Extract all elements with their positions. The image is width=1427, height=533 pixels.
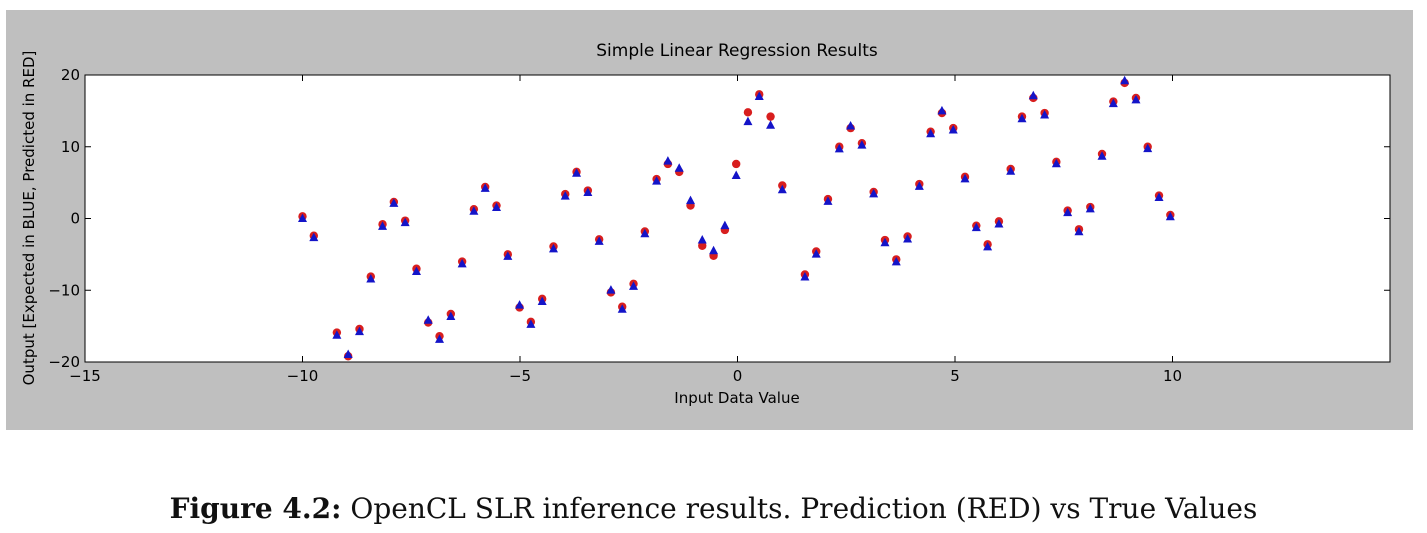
point: [480, 183, 490, 192]
point: [617, 304, 627, 313]
point: [652, 176, 662, 185]
x-tick-label: −10: [287, 367, 319, 385]
point: [663, 156, 673, 165]
point: [1131, 94, 1141, 104]
point: [446, 311, 456, 321]
point: [343, 349, 353, 358]
point: [994, 218, 1004, 228]
point: [366, 273, 376, 283]
point: [469, 206, 479, 215]
point: [869, 188, 879, 198]
point: [880, 237, 890, 247]
caption-text: OpenCL SLR inference results. Prediction…: [341, 492, 1258, 525]
point: [537, 296, 547, 305]
point: [743, 108, 753, 117]
point: [1074, 226, 1084, 236]
point: [891, 256, 901, 266]
point: [846, 120, 856, 130]
x-tick-label: −15: [69, 367, 101, 385]
point: [515, 300, 525, 309]
point: [857, 140, 867, 149]
point: [332, 330, 342, 339]
point: [800, 271, 810, 281]
point: [1006, 166, 1016, 175]
point: [823, 196, 833, 205]
y-tick-label: 0: [70, 210, 80, 228]
point: [674, 163, 684, 172]
point: [731, 170, 741, 179]
chart-title: Simple Linear Regression Results: [596, 41, 878, 61]
x-axis-label: Input Data Value: [674, 389, 799, 407]
point: [378, 221, 388, 230]
point: [503, 251, 513, 260]
point: [411, 266, 421, 275]
caption: Figure 4.2: OpenCL SLR inference results…: [0, 492, 1427, 525]
point: [629, 281, 639, 290]
x-tick-label: 0: [733, 367, 743, 385]
point: [971, 222, 981, 232]
x-tick-label: 10: [1163, 367, 1182, 385]
point: [960, 173, 970, 183]
point: [389, 198, 399, 207]
point: [914, 181, 924, 190]
point: [731, 159, 741, 169]
point: [572, 168, 582, 177]
point: [309, 232, 319, 242]
point: [1143, 143, 1153, 153]
point: [548, 243, 558, 253]
x-tick-label: 5: [950, 367, 960, 385]
point: [834, 143, 844, 153]
point: [766, 112, 775, 121]
point: [1028, 90, 1038, 100]
y-tick-label: 20: [61, 66, 80, 84]
point: [903, 234, 913, 243]
chart: Simple Linear Regression Results Input D…: [6, 10, 1413, 430]
y-tick-label: 10: [61, 138, 80, 156]
point: [1063, 207, 1073, 217]
point: [937, 105, 947, 115]
caption-label: Figure 4.2:: [169, 492, 342, 525]
point: [606, 285, 616, 294]
point: [526, 319, 536, 328]
point: [640, 228, 650, 238]
point: [1051, 158, 1061, 168]
x-tick-label: −5: [509, 367, 531, 385]
point: [354, 326, 364, 336]
point: [492, 202, 502, 212]
point: [583, 187, 593, 196]
point: [686, 195, 696, 205]
point: [1165, 211, 1175, 221]
point: [1120, 75, 1130, 85]
point: [926, 128, 936, 138]
point: [1085, 203, 1095, 213]
point: [1040, 109, 1050, 119]
point: [1108, 98, 1118, 108]
point: [983, 241, 993, 251]
point: [435, 334, 445, 343]
plot-area: [84, 74, 1391, 363]
point: [1017, 113, 1027, 123]
point: [697, 235, 707, 244]
point: [754, 91, 764, 101]
point: [777, 184, 787, 194]
point: [766, 120, 776, 129]
point: [423, 315, 433, 324]
point: [743, 116, 753, 126]
point: [560, 191, 570, 200]
point: [948, 125, 958, 134]
point: [811, 249, 821, 258]
point: [400, 217, 410, 227]
y-tick-label: −20: [48, 353, 80, 371]
point: [720, 220, 730, 230]
y-tick-label: −10: [48, 281, 80, 299]
point: [298, 213, 307, 222]
point: [709, 245, 719, 255]
y-axis-label: Output [Expected in BLUE, Predicted in R…: [20, 51, 38, 386]
point: [1097, 151, 1107, 160]
point: [1154, 192, 1164, 202]
point: [594, 236, 604, 245]
point: [698, 241, 707, 250]
point: [457, 258, 467, 268]
